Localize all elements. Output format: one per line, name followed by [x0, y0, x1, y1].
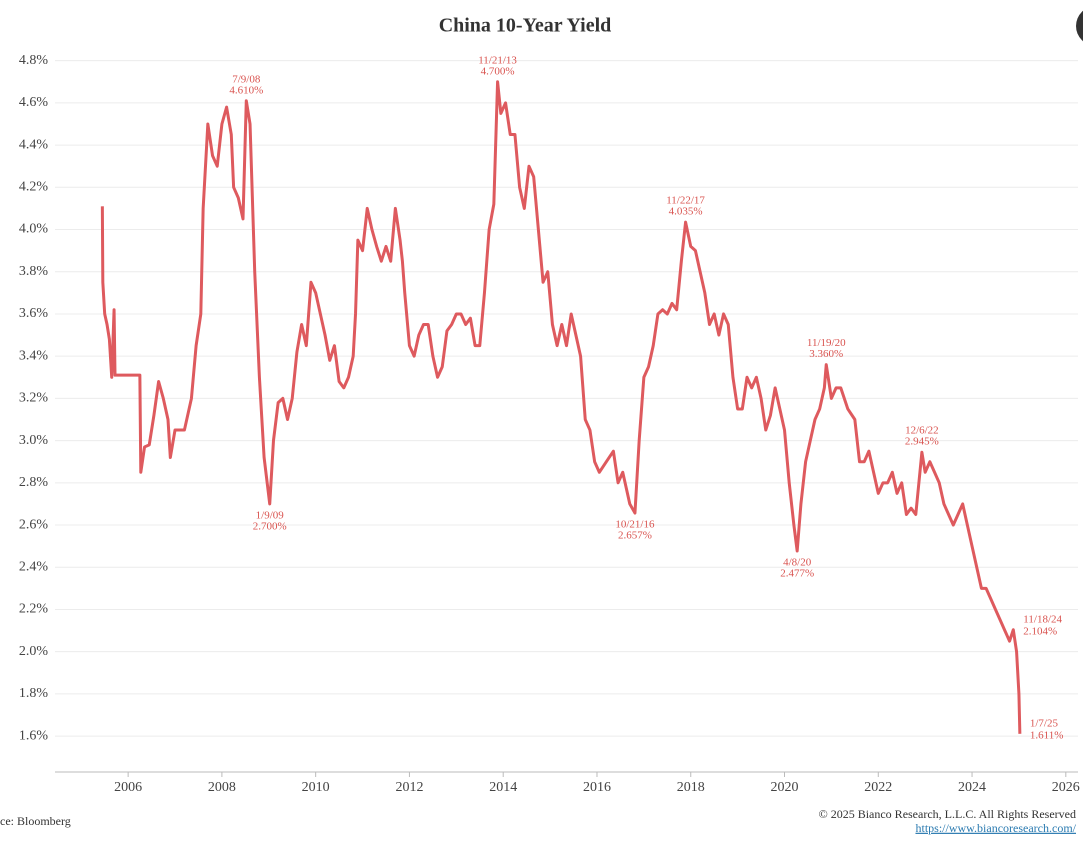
annotation-value: 2.657% — [618, 530, 652, 542]
y-tick-label: 4.6% — [19, 95, 49, 110]
y-tick-label: 4.8% — [19, 53, 49, 68]
annotation-value: 2.945% — [905, 436, 939, 448]
y-tick-label: 2.0% — [19, 644, 49, 659]
annotation-date: 1/7/25 — [1030, 717, 1059, 729]
x-tick-label: 2022 — [864, 780, 892, 795]
y-tick-label: 2.6% — [19, 517, 49, 532]
yield-line — [100, 80, 1022, 734]
x-tick-label: 2024 — [958, 780, 986, 795]
x-tick-label: 2020 — [771, 780, 799, 795]
annotation-value: 4.700% — [481, 65, 515, 77]
annotation: 1/7/251.611% — [1030, 717, 1064, 741]
annotation: 10/21/162.657% — [615, 519, 655, 542]
corner-button — [1076, 10, 1083, 42]
y-tick-label: 3.2% — [19, 391, 49, 406]
y-tick-label: 3.6% — [19, 306, 49, 321]
annotation: 4/8/202.477% — [780, 557, 814, 580]
annotation-date: 1/9/09 — [256, 509, 285, 521]
x-tick-label: 2008 — [208, 780, 236, 795]
y-tick-label: 3.0% — [19, 433, 49, 448]
y-tick-label: 3.4% — [19, 348, 49, 363]
x-tick-label: 2010 — [302, 780, 330, 795]
y-tick-label: 4.2% — [19, 180, 49, 195]
annotation: 11/18/242.104% — [1023, 613, 1062, 637]
x-tick-label: 2012 — [395, 780, 423, 795]
annotation-date: 10/21/16 — [615, 519, 655, 531]
annotation-date: 11/22/17 — [666, 195, 705, 207]
annotation-value: 2.104% — [1023, 625, 1057, 637]
annotation-date: 11/19/20 — [807, 337, 846, 349]
annotation: 11/22/174.035% — [666, 195, 705, 218]
x-tick-label: 2006 — [114, 780, 142, 795]
y-tick-label: 4.4% — [19, 137, 49, 152]
y-tick-label: 4.0% — [19, 222, 49, 237]
annotation-date: 11/21/13 — [478, 54, 517, 66]
website-link[interactable]: https://www.biancoresearch.com/ — [915, 821, 1076, 835]
annotation: 11/19/203.360% — [807, 337, 846, 360]
annotation: 12/6/222.945% — [905, 425, 939, 448]
annotation: 1/9/092.700% — [253, 509, 287, 532]
annotation-date: 12/6/22 — [905, 425, 939, 437]
x-tick-label: 2026 — [1052, 780, 1080, 795]
y-tick-label: 2.2% — [19, 602, 49, 617]
y-tick-label: 1.6% — [19, 728, 49, 743]
copyright: © 2025 Bianco Research, L.L.C. All Right… — [819, 807, 1076, 821]
annotation-date: 11/18/24 — [1023, 613, 1062, 625]
annotation-value: 2.700% — [253, 520, 287, 532]
x-tick-label: 2014 — [489, 780, 517, 795]
source: ce: Bloomberg — [0, 814, 71, 828]
y-tick-label: 2.4% — [19, 559, 49, 574]
x-tick-label: 2018 — [677, 780, 705, 795]
chart-title: China 10-Year Yield — [439, 15, 612, 37]
annotation-value: 1.611% — [1030, 729, 1064, 741]
annotation-value: 4.035% — [669, 206, 703, 218]
y-tick-label: 2.8% — [19, 475, 49, 490]
annotation: 11/21/134.700% — [478, 54, 517, 77]
annotation-value: 3.360% — [809, 348, 843, 360]
annotation-value: 2.477% — [780, 568, 814, 580]
annotation-date: 4/8/20 — [783, 557, 812, 569]
x-tick-label: 2016 — [583, 780, 611, 795]
annotation: 7/9/084.610% — [229, 73, 263, 96]
annotation-date: 7/9/08 — [232, 73, 261, 85]
y-tick-label: 3.8% — [19, 264, 49, 279]
y-tick-label: 1.8% — [19, 686, 49, 701]
annotation-value: 4.610% — [229, 84, 263, 96]
